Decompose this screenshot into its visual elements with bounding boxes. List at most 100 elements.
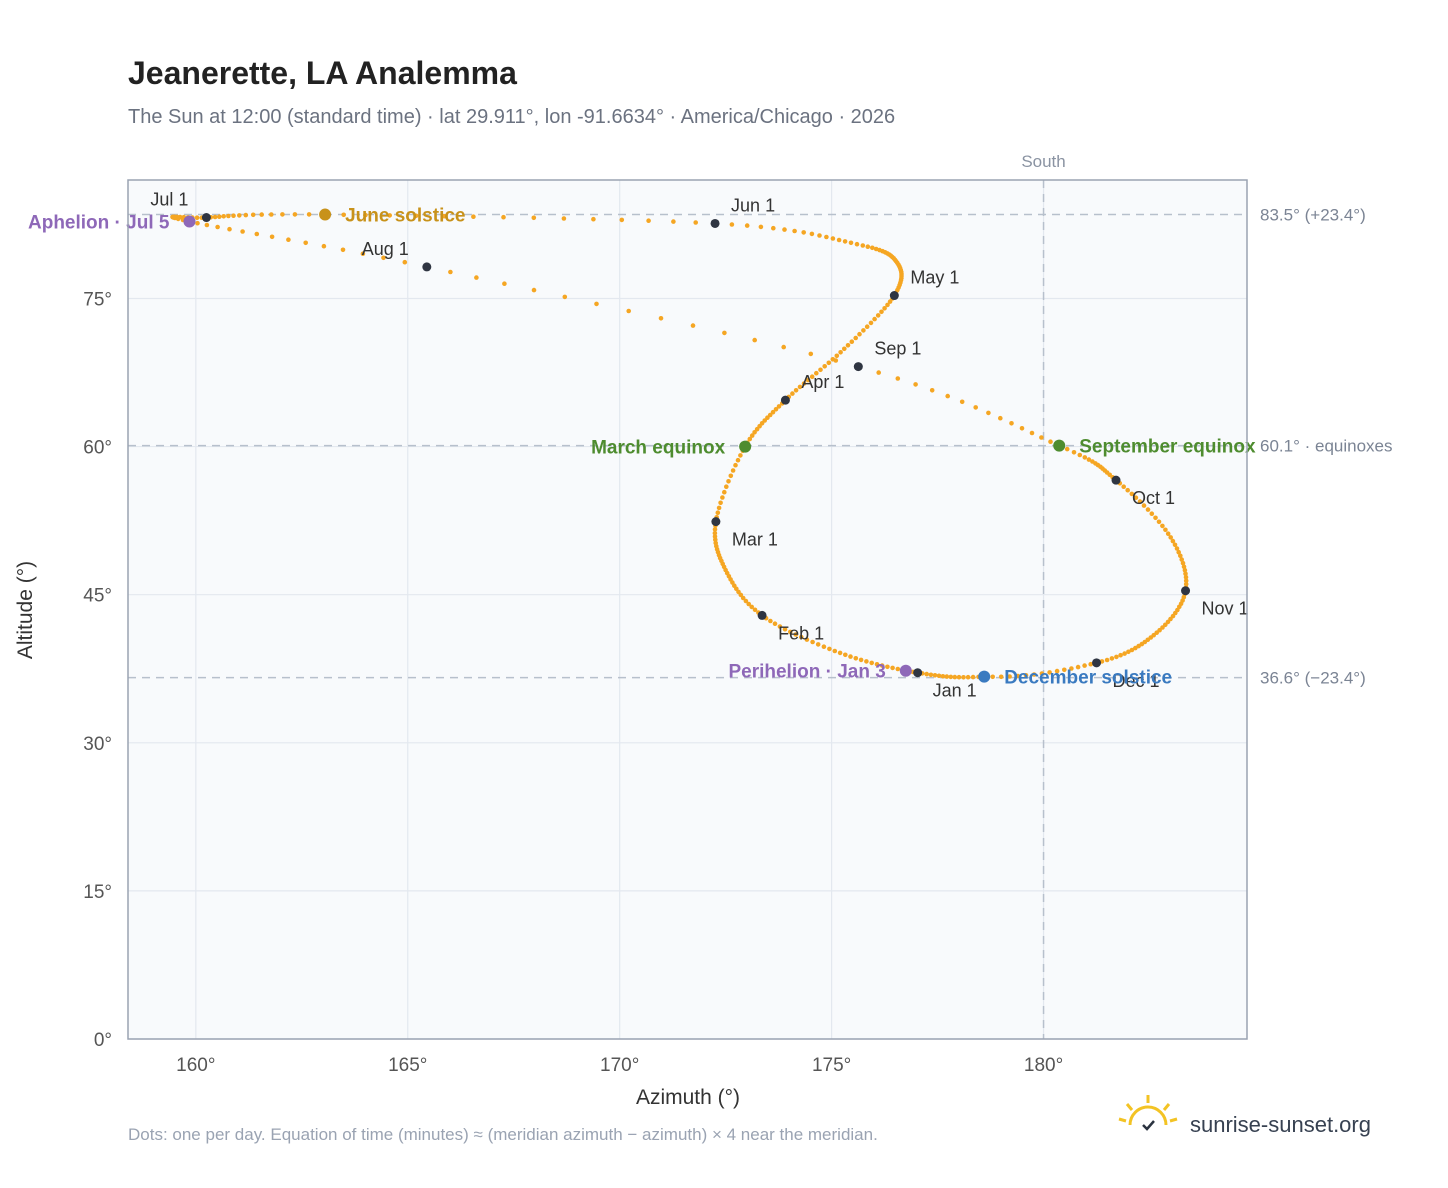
day-dot: [817, 233, 822, 238]
x-tick-label: 180°: [1024, 1055, 1063, 1076]
day-dot: [864, 324, 870, 330]
day-dot: [740, 595, 746, 601]
day-dot: [956, 674, 962, 680]
day-dot: [227, 226, 232, 232]
day-dot: [1086, 457, 1092, 462]
day-dot: [810, 639, 815, 645]
reference-label: 60.1° · equinoxes: [1260, 437, 1393, 456]
day-dot: [175, 216, 181, 222]
day-dot: [306, 212, 312, 217]
day-dot: [591, 216, 596, 222]
day-dot: [940, 674, 946, 679]
day-dot: [879, 663, 885, 668]
day-dot: [712, 527, 718, 532]
day-dot: [619, 217, 625, 223]
reference-lines: 83.5° (+23.4°) 60.1° · equinoxes 36.6° (−2…: [128, 206, 1393, 688]
day-dot: [768, 618, 773, 624]
month-label: Jun 1: [731, 195, 775, 215]
day-dot: [809, 374, 815, 380]
day-dot: [733, 462, 738, 468]
day-dot: [215, 224, 220, 230]
day-dot: [746, 601, 751, 607]
day-dot: [849, 339, 855, 345]
day-dot: [715, 510, 721, 515]
day-dot: [771, 225, 776, 231]
month-label: Nov 1: [1202, 599, 1249, 619]
day-dot: [882, 306, 887, 311]
day-dot: [402, 259, 408, 265]
month-marker: [780, 395, 790, 405]
day-dot: [1082, 455, 1088, 460]
day-dot: [1178, 553, 1183, 559]
day-dot: [693, 220, 698, 225]
day-dot: [870, 245, 875, 251]
event-marker: [1053, 439, 1066, 452]
day-dot: [932, 673, 938, 678]
day-dot: [832, 648, 838, 654]
event-marker: [978, 670, 991, 683]
event-marker: [183, 215, 196, 228]
day-dot: [1039, 435, 1044, 440]
month-marker: [422, 262, 432, 272]
day-dot: [952, 674, 958, 680]
day-dot: [728, 473, 734, 479]
day-dot: [531, 215, 537, 221]
event-label: September equinox: [1079, 437, 1256, 458]
day-dot: [890, 665, 895, 671]
day-dot: [1137, 499, 1143, 504]
day-dot: [1062, 667, 1067, 673]
day-dot: [959, 399, 965, 405]
x-tick-label: 160°: [176, 1055, 215, 1076]
day-dot: [924, 671, 929, 677]
day-dot: [1071, 450, 1077, 455]
day-dot: [1054, 668, 1060, 674]
day-dot: [237, 213, 242, 218]
day-dot: [752, 607, 758, 613]
day-dot: [1172, 542, 1178, 548]
south-label: South: [1021, 152, 1065, 171]
day-dot: [873, 246, 879, 252]
month-label: Jan 1: [933, 681, 977, 701]
day-dot: [801, 381, 807, 386]
day-dot: [747, 436, 753, 442]
day-dot: [1183, 575, 1189, 580]
day-dot: [1170, 538, 1176, 544]
chart-title: Jeanerette, LA Analemma: [128, 55, 517, 91]
month-marker: [889, 291, 899, 301]
day-dot: [1029, 430, 1035, 436]
day-dot: [998, 415, 1003, 421]
day-dot: [970, 674, 976, 680]
day-dot: [1023, 673, 1029, 678]
day-dot: [243, 212, 249, 218]
brand-link[interactable]: sunrise-sunset.org: [1190, 1112, 1371, 1137]
day-dot: [826, 360, 832, 366]
day-dot: [818, 367, 823, 373]
day-dot: [824, 234, 829, 240]
day-dot: [441, 213, 447, 219]
day-dot: [321, 243, 327, 249]
day-dot: [658, 316, 664, 321]
plot-frame: [127, 179, 1248, 1040]
day-dot: [830, 236, 836, 241]
day-dot: [269, 212, 274, 217]
day-dot: [1031, 672, 1037, 677]
day-dot: [204, 222, 210, 228]
day-dot: [718, 500, 723, 506]
month-marker: [757, 610, 767, 620]
month-marker: [1111, 475, 1121, 485]
day-dot: [781, 344, 786, 350]
x-axis-label: Azimuth (°): [636, 1086, 740, 1109]
day-dot: [1125, 487, 1130, 493]
day-dot: [895, 376, 901, 381]
day-dot: [864, 659, 869, 664]
day-dot: [790, 391, 795, 396]
day-dot: [269, 234, 275, 240]
day-dot: [1129, 491, 1135, 497]
y-tick-label: 0°: [94, 1030, 112, 1051]
day-dot: [809, 231, 815, 237]
month-marker: [913, 668, 923, 678]
day-dot: [928, 672, 934, 678]
day-dot: [1181, 564, 1187, 569]
day-dot: [973, 405, 978, 410]
day-dot: [1048, 439, 1053, 445]
